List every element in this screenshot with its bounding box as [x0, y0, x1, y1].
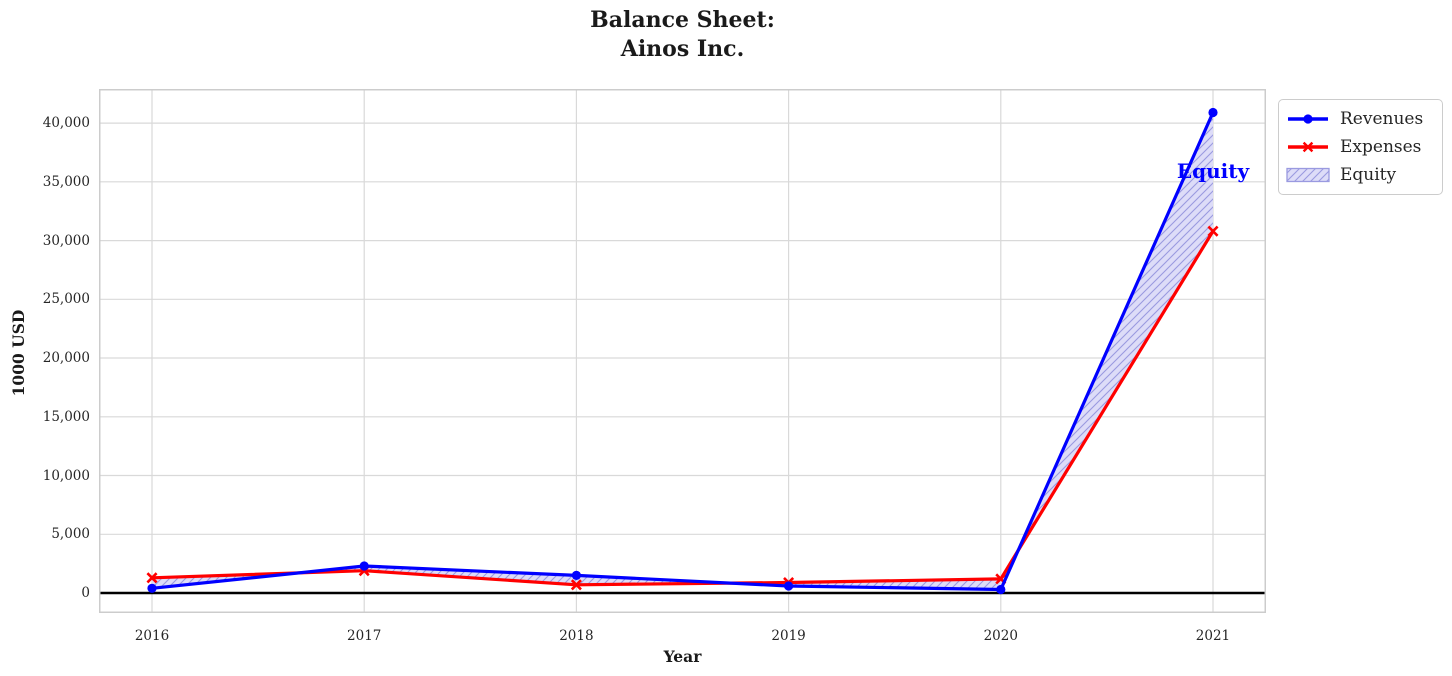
x-tick-label: 2019: [771, 628, 806, 644]
y-tick-label: 40,000: [42, 115, 90, 132]
revenues-marker: [359, 561, 369, 571]
y-tick-label: 10,000: [42, 467, 90, 484]
x-tick-label: 2021: [1195, 628, 1231, 644]
y-axis-label: 1000 USD: [9, 309, 28, 397]
revenues-marker: [147, 583, 157, 593]
plot-area: [99, 89, 1266, 613]
x-tick-label: 2017: [347, 628, 382, 644]
expenses-line: [151, 230, 1215, 587]
x-tick-label: 2020: [983, 628, 1018, 644]
y-tick-label: 30,000: [42, 232, 90, 249]
legend-label: Revenues: [1340, 109, 1424, 129]
expenses-marker: [1207, 225, 1219, 237]
chart-title-line-1: Balance Sheet:: [590, 7, 775, 33]
legend-item-equity: Equity: [1286, 163, 1432, 187]
legend-item-revenues: Revenues: [1286, 107, 1432, 131]
revenues-line: [151, 111, 1215, 592]
legend-line-circle-icon: [1288, 114, 1328, 124]
expenses-marker: [146, 572, 158, 584]
revenues-marker: [1208, 107, 1218, 118]
y-tick-label: 20,000: [42, 350, 90, 367]
y-tick-label: 15,000: [42, 408, 90, 425]
y-tick-label: 5,000: [51, 526, 90, 543]
x-tick-label: 2016: [134, 628, 170, 644]
x-tick-label: 2018: [559, 628, 594, 644]
equity-fill-area: [152, 112, 1213, 590]
legend-hatch-patch-icon: [1286, 167, 1330, 183]
legend-item-expenses: Expenses: [1286, 135, 1432, 159]
chart-title: Balance Sheet: Ainos Inc.: [99, 6, 1266, 64]
legend-label: Equity: [1340, 165, 1397, 185]
legend: Revenues Expenses Equity: [1278, 99, 1443, 195]
expenses-marker: [570, 579, 582, 591]
legend-line-x-icon: [1288, 141, 1328, 153]
revenues-marker: [784, 581, 794, 591]
revenues-marker: [571, 570, 581, 580]
y-tick-label: 0: [81, 585, 90, 602]
revenues-marker: [996, 584, 1006, 595]
y-tick-label: 25,000: [42, 291, 90, 308]
legend-label: Expenses: [1340, 137, 1422, 157]
chart-title-line-2: Ainos Inc.: [620, 36, 745, 62]
equity-annotation: Equity: [1176, 159, 1250, 184]
x-axis-label: Year: [663, 647, 702, 666]
plot-frame: [99, 89, 1266, 613]
y-tick-label: 35,000: [42, 173, 90, 190]
